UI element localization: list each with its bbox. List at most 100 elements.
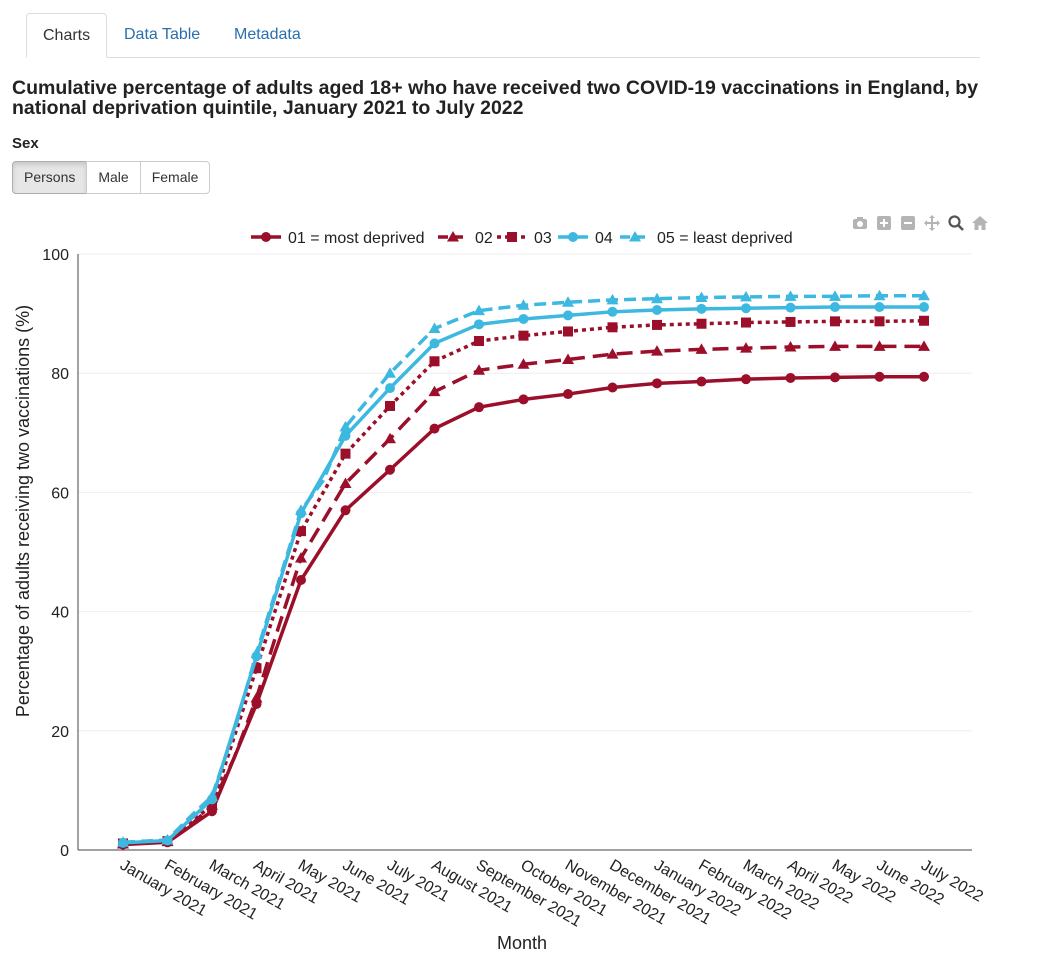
data-point (696, 376, 707, 387)
data-point (562, 353, 574, 364)
data-point (873, 340, 886, 351)
tab-bar: Charts Data Table Metadata (26, 13, 980, 58)
data-point (161, 833, 174, 845)
data-point (428, 385, 441, 397)
data-point (651, 292, 663, 304)
data-point (385, 400, 395, 411)
data-point (518, 330, 529, 341)
data-point (473, 364, 485, 375)
series-2 (117, 340, 930, 849)
data-point (295, 504, 307, 515)
data-point (873, 289, 886, 301)
data-point (918, 340, 930, 351)
data-point (250, 692, 263, 703)
legend-item[interactable]: 03 (497, 230, 552, 247)
tab-data-table[interactable]: Data Table (124, 26, 201, 43)
legend-marker (261, 232, 271, 242)
data-point (563, 310, 573, 321)
data-point (652, 305, 662, 316)
legend-item[interactable]: 04 (558, 230, 613, 247)
data-point (785, 316, 796, 327)
data-point (740, 290, 752, 302)
data-point (473, 304, 485, 316)
data-point (874, 371, 885, 382)
data-point (340, 448, 351, 459)
data-point (741, 374, 751, 385)
tab-metadata[interactable]: Metadata (234, 26, 301, 43)
data-point (474, 336, 484, 347)
y-tick-label: 20 (51, 724, 69, 741)
female-button[interactable]: Female (139, 161, 211, 194)
data-point (428, 322, 441, 333)
data-point (251, 663, 262, 674)
data-point (784, 290, 797, 301)
zoom-icon[interactable] (946, 214, 966, 232)
data-point (474, 319, 484, 330)
series-4 (118, 302, 929, 848)
chart-modebar (850, 214, 990, 232)
data-point (874, 316, 885, 327)
data-point (518, 313, 529, 324)
data-point (296, 526, 306, 537)
data-point (652, 378, 662, 389)
data-point (339, 477, 352, 488)
data-point (785, 302, 796, 313)
legend-marker (507, 232, 517, 242)
legend-item[interactable]: 01 = most deprived (251, 230, 425, 247)
data-point (517, 299, 530, 310)
x-axis-label: Month (497, 933, 547, 953)
data-point (384, 367, 396, 378)
legend-item[interactable]: 02 (438, 230, 493, 247)
tab-charts[interactable]: Charts (26, 13, 108, 58)
data-point (740, 342, 752, 353)
persons-button[interactable]: Persons (12, 161, 88, 194)
data-point (785, 372, 796, 383)
home-icon[interactable] (970, 214, 990, 232)
y-axis-label: Percentage of adults receiving two vacci… (13, 305, 33, 717)
data-point (829, 340, 841, 351)
camera-icon[interactable] (850, 214, 870, 232)
data-point (384, 432, 396, 444)
data-point (741, 317, 751, 328)
data-point (563, 326, 573, 337)
data-point (919, 302, 929, 313)
y-tick-label: 40 (51, 605, 69, 622)
data-point (607, 382, 618, 393)
series-lines (117, 289, 930, 850)
data-point (919, 315, 929, 326)
legend-label: 03 (534, 230, 552, 247)
legend-marker (629, 231, 641, 242)
data-point (518, 394, 529, 405)
data-point (874, 302, 885, 313)
data-point (918, 289, 930, 301)
data-point (606, 348, 619, 359)
legend: 01 = most deprived 02 03 04 05 = least depri… (251, 230, 793, 247)
series-5 (117, 289, 930, 847)
data-point (207, 800, 217, 811)
data-point (830, 372, 840, 383)
zoom-in-icon[interactable] (874, 214, 894, 232)
pan-icon[interactable] (922, 214, 942, 232)
grid (78, 253, 972, 732)
y-tick-label: 0 (60, 843, 69, 860)
data-point (652, 319, 662, 330)
y-tick-label: 80 (51, 366, 69, 383)
data-point (563, 389, 573, 400)
data-point (429, 356, 440, 367)
data-point (696, 318, 707, 329)
series-3 (118, 315, 929, 849)
data-point (517, 358, 530, 369)
legend-item[interactable]: 05 = least deprived (620, 230, 793, 247)
data-point (784, 340, 797, 352)
data-point (695, 343, 708, 354)
data-point (385, 383, 395, 394)
zoom-out-icon[interactable] (898, 214, 918, 232)
data-point (741, 303, 751, 314)
y-tick-label: 60 (51, 485, 69, 502)
male-button[interactable]: Male (86, 161, 141, 194)
series-1 (118, 371, 929, 850)
data-point (696, 303, 707, 314)
data-point (429, 423, 440, 434)
series-line (122, 375, 924, 847)
data-point (606, 293, 619, 305)
